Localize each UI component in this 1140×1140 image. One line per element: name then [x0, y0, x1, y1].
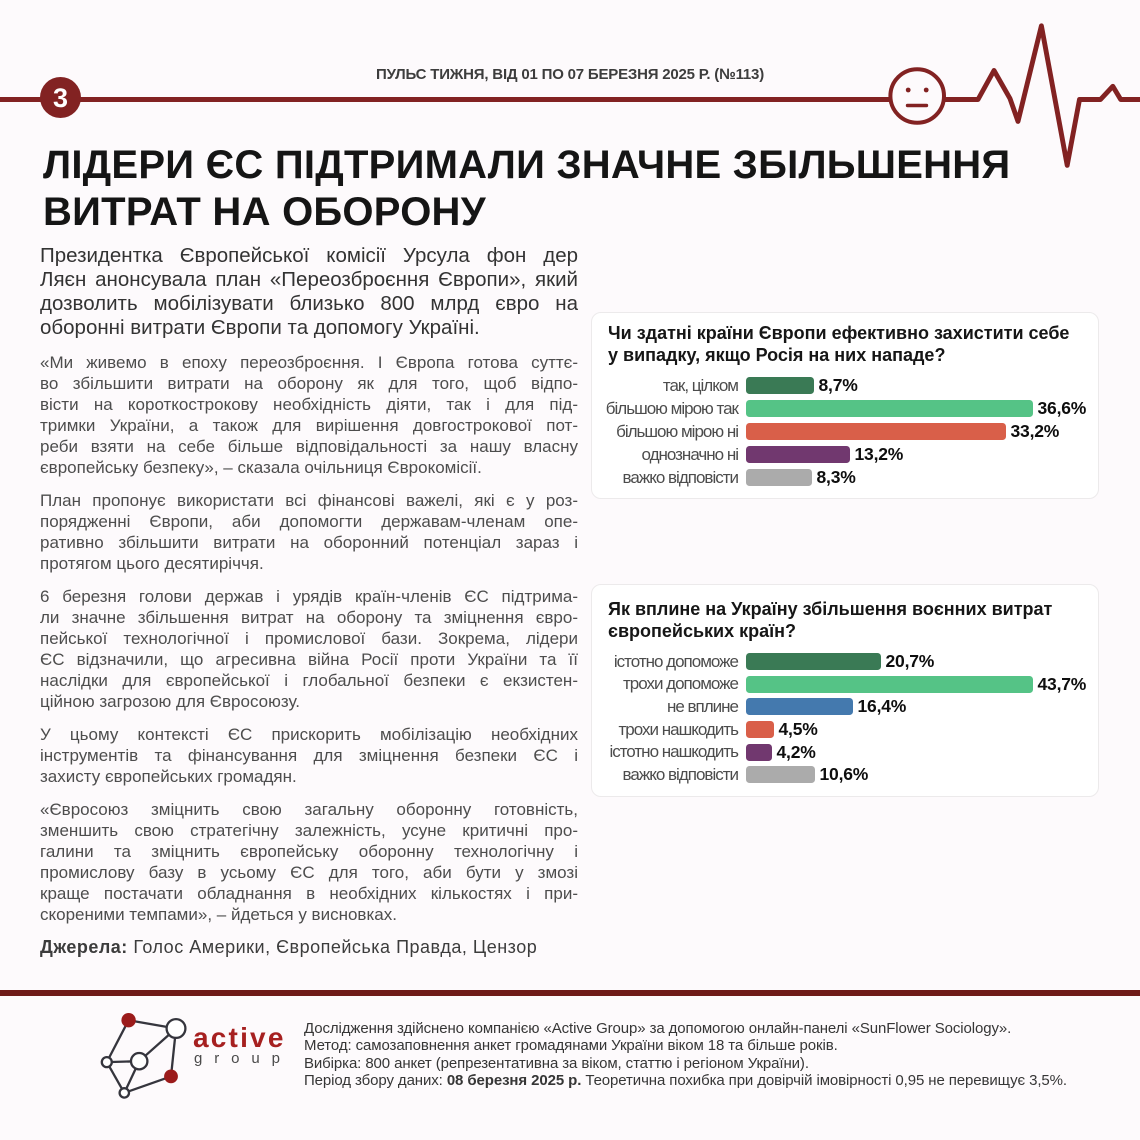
svg-text:3: 3	[53, 83, 68, 113]
